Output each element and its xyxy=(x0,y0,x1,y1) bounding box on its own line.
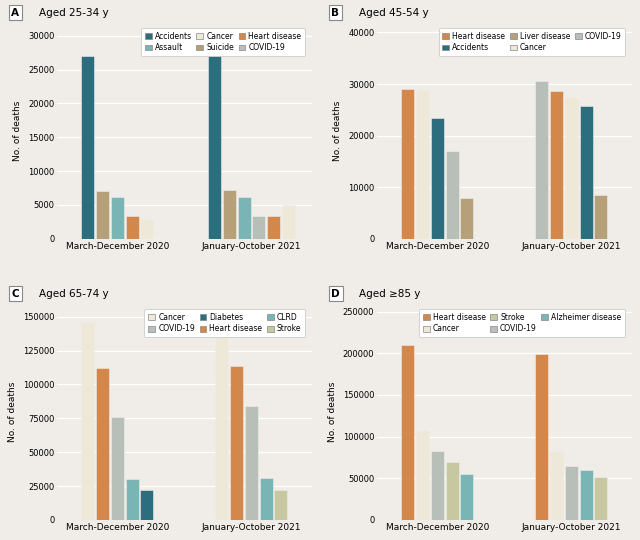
Bar xyxy=(216,320,228,520)
Bar xyxy=(445,462,459,520)
Bar xyxy=(595,477,607,520)
Bar xyxy=(536,82,548,239)
Text: Aged 25-34 y: Aged 25-34 y xyxy=(39,8,109,18)
Bar xyxy=(460,198,474,239)
Bar xyxy=(237,197,250,239)
Y-axis label: No. of deaths: No. of deaths xyxy=(13,100,22,160)
Bar xyxy=(208,46,221,239)
Bar xyxy=(431,118,444,239)
Bar xyxy=(416,90,429,239)
Bar xyxy=(565,97,578,239)
Bar xyxy=(282,205,294,239)
Bar xyxy=(96,368,109,520)
Bar xyxy=(81,322,95,520)
Legend: Heart disease, Cancer, Stroke, COVID-19, Alzheimer disease: Heart disease, Cancer, Stroke, COVID-19,… xyxy=(419,309,625,337)
Bar xyxy=(580,470,593,520)
Bar xyxy=(125,217,139,239)
Bar xyxy=(460,474,474,520)
Bar xyxy=(550,451,563,520)
Bar xyxy=(431,451,444,520)
Bar xyxy=(267,217,280,239)
Text: Aged 65-74 y: Aged 65-74 y xyxy=(39,289,109,299)
Bar xyxy=(536,354,548,520)
Bar xyxy=(260,478,273,520)
Bar xyxy=(111,417,124,520)
Bar xyxy=(401,345,415,520)
Legend: Cancer, COVID-19, Diabetes, Heart disease, CLRD, Stroke: Cancer, COVID-19, Diabetes, Heart diseas… xyxy=(145,309,305,337)
Bar xyxy=(252,217,265,239)
Bar xyxy=(81,56,95,239)
Bar xyxy=(140,490,154,520)
Legend: Heart disease, Accidents, Liver disease, Cancer, COVID-19: Heart disease, Accidents, Liver disease,… xyxy=(438,28,625,56)
Legend: Accidents, Assault, Cancer, Suicide, Heart disease, COVID-19: Accidents, Assault, Cancer, Suicide, Hea… xyxy=(141,28,305,56)
Text: Aged ≥85 y: Aged ≥85 y xyxy=(359,289,420,299)
Text: D: D xyxy=(332,289,340,299)
Bar xyxy=(275,490,287,520)
Bar xyxy=(111,197,124,239)
Bar xyxy=(230,366,243,520)
Bar xyxy=(565,465,578,520)
Text: A: A xyxy=(12,8,19,18)
Y-axis label: No. of deaths: No. of deaths xyxy=(328,381,337,442)
Bar xyxy=(416,430,429,520)
Bar xyxy=(223,190,236,239)
Bar xyxy=(401,89,415,239)
Y-axis label: No. of deaths: No. of deaths xyxy=(8,381,17,442)
Bar xyxy=(595,195,607,239)
Text: B: B xyxy=(332,8,339,18)
Bar xyxy=(140,219,154,239)
Bar xyxy=(125,480,139,520)
Y-axis label: No. of deaths: No. of deaths xyxy=(333,100,342,160)
Bar xyxy=(445,151,459,239)
Text: Aged 45-54 y: Aged 45-54 y xyxy=(359,8,429,18)
Bar xyxy=(245,406,258,520)
Bar xyxy=(550,91,563,239)
Bar xyxy=(96,191,109,239)
Bar xyxy=(580,106,593,239)
Text: C: C xyxy=(12,289,19,299)
